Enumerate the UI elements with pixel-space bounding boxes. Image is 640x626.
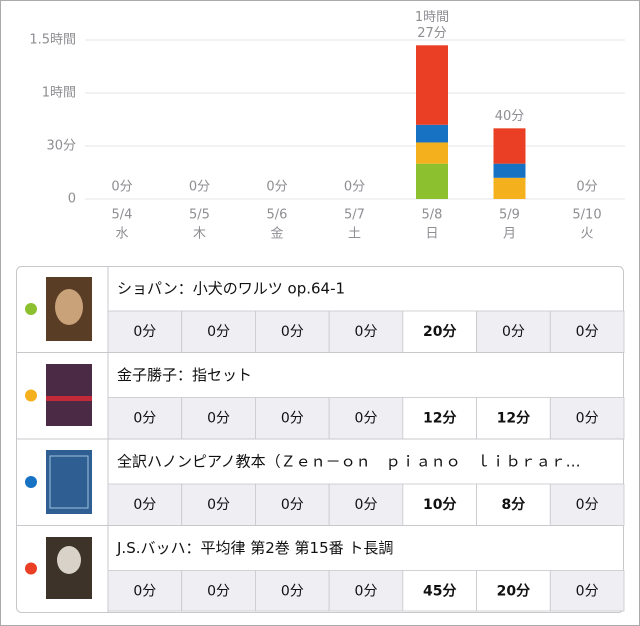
cell-label: 0分 [576,584,599,600]
thumb-stripe [46,396,92,401]
x-tick-label: 5/5 [189,208,210,223]
cell-label: 0分 [502,324,525,340]
cell-label: 0分 [281,497,304,513]
cell [328,483,404,526]
thumb-book [46,364,92,426]
x-tick-label: 5/9 [499,208,520,223]
x-weekday-label: 土 [348,227,361,242]
x-tick-label: 5/7 [344,208,365,223]
x-weekday-label: 金 [270,226,283,242]
cell-label: 0分 [207,497,230,513]
cell-label: 0分 [576,324,599,340]
cell-label: 0分 [207,324,230,340]
cell [549,570,625,612]
thumb-face [55,289,83,325]
x-weekday-label: 水 [115,227,128,242]
cell-label: 0分 [133,497,156,513]
cell [549,483,625,526]
cell-label: 0分 [133,584,156,600]
y-tick-label: 1時間 [42,86,76,101]
bar-segment [416,45,448,125]
cell-label: 20分 [497,584,530,600]
thumb-hanon [46,450,92,514]
x-weekday-label: 火 [580,227,593,242]
y-tick-label: 30分 [46,139,76,154]
cell-label: 0分 [133,411,156,427]
total-label: 0分 [344,180,365,195]
cell-label: 10分 [423,497,456,513]
item-title: J.S.バッハ：平均律 第2巻 第15番 ト長調 [116,539,393,557]
bar-segment [416,124,448,143]
x-tick-label: 5/10 [572,208,601,223]
x-weekday-label: 木 [193,227,206,242]
cell [181,570,256,612]
cell [476,310,551,353]
thumb-wig [57,546,81,574]
total-label: 40分 [495,109,525,124]
y-tick-label: 0 [68,192,76,207]
total-label: 1時間 [415,10,449,25]
cell-label: 45分 [423,584,456,600]
series-dot [25,562,37,575]
cell-label: 0分 [355,324,378,340]
x-tick-label: 5/6 [267,208,288,223]
cell [107,483,183,526]
series-dot [25,389,37,402]
item-title: 全訳ハノンピアノ教本（Ｚｅｎ－ｏｎ ｐｉａｎｏ ｌｉｂｒａｒ… [117,453,581,471]
bar-segment [493,128,526,164]
total-label: 27分 [417,26,447,41]
bar-segment [416,142,448,164]
cell [328,397,404,440]
total-label: 0分 [189,180,210,195]
cell [107,570,183,612]
bar-segment [493,163,526,178]
cell [107,397,183,440]
cell [476,570,551,612]
cell-label: 20分 [423,324,456,340]
bar-segment [416,163,448,199]
cell [402,397,477,440]
total-label: 0分 [266,180,287,195]
cell [255,483,330,526]
cell [181,483,256,526]
cell-label: 0分 [281,324,304,340]
cell-label: 0分 [281,411,304,427]
thumb-hanon-border [49,455,89,509]
y-tick-label: 1.5時間 [29,33,76,48]
thumbnails [46,277,92,599]
cell-label: 0分 [207,584,230,600]
x-weekday-label: 月 [503,227,516,242]
item-title: 金子勝子：指セット [117,366,252,384]
x-tick-label: 5/8 [422,208,443,223]
series-dot [25,476,37,488]
cell-label: 0分 [576,411,599,427]
cell [255,310,330,353]
x-tick-label: 5/4 [112,208,133,223]
cell [402,310,477,353]
cell-label: 12分 [497,411,530,427]
cell-label: 0分 [207,411,230,427]
cell [402,483,477,526]
total-label: 0分 [111,180,132,195]
cell-label: 0分 [281,584,304,600]
cell-label: 0分 [576,497,599,513]
series-dot [25,303,37,315]
cell-label: 12分 [423,411,456,427]
cell [549,310,625,353]
cell [328,570,404,612]
cell-label: 0分 [355,497,378,513]
bar-segment [493,177,526,199]
cell-label: 0分 [355,411,378,427]
cell-label: 0分 [133,324,156,340]
total-label: 0分 [576,180,597,195]
cell-label: 0分 [355,584,378,600]
x-weekday-label: 日 [425,227,438,242]
cell-label: 8分 [502,497,526,513]
item-title: ショパン：小犬のワルツ op.64-1 [117,280,345,298]
